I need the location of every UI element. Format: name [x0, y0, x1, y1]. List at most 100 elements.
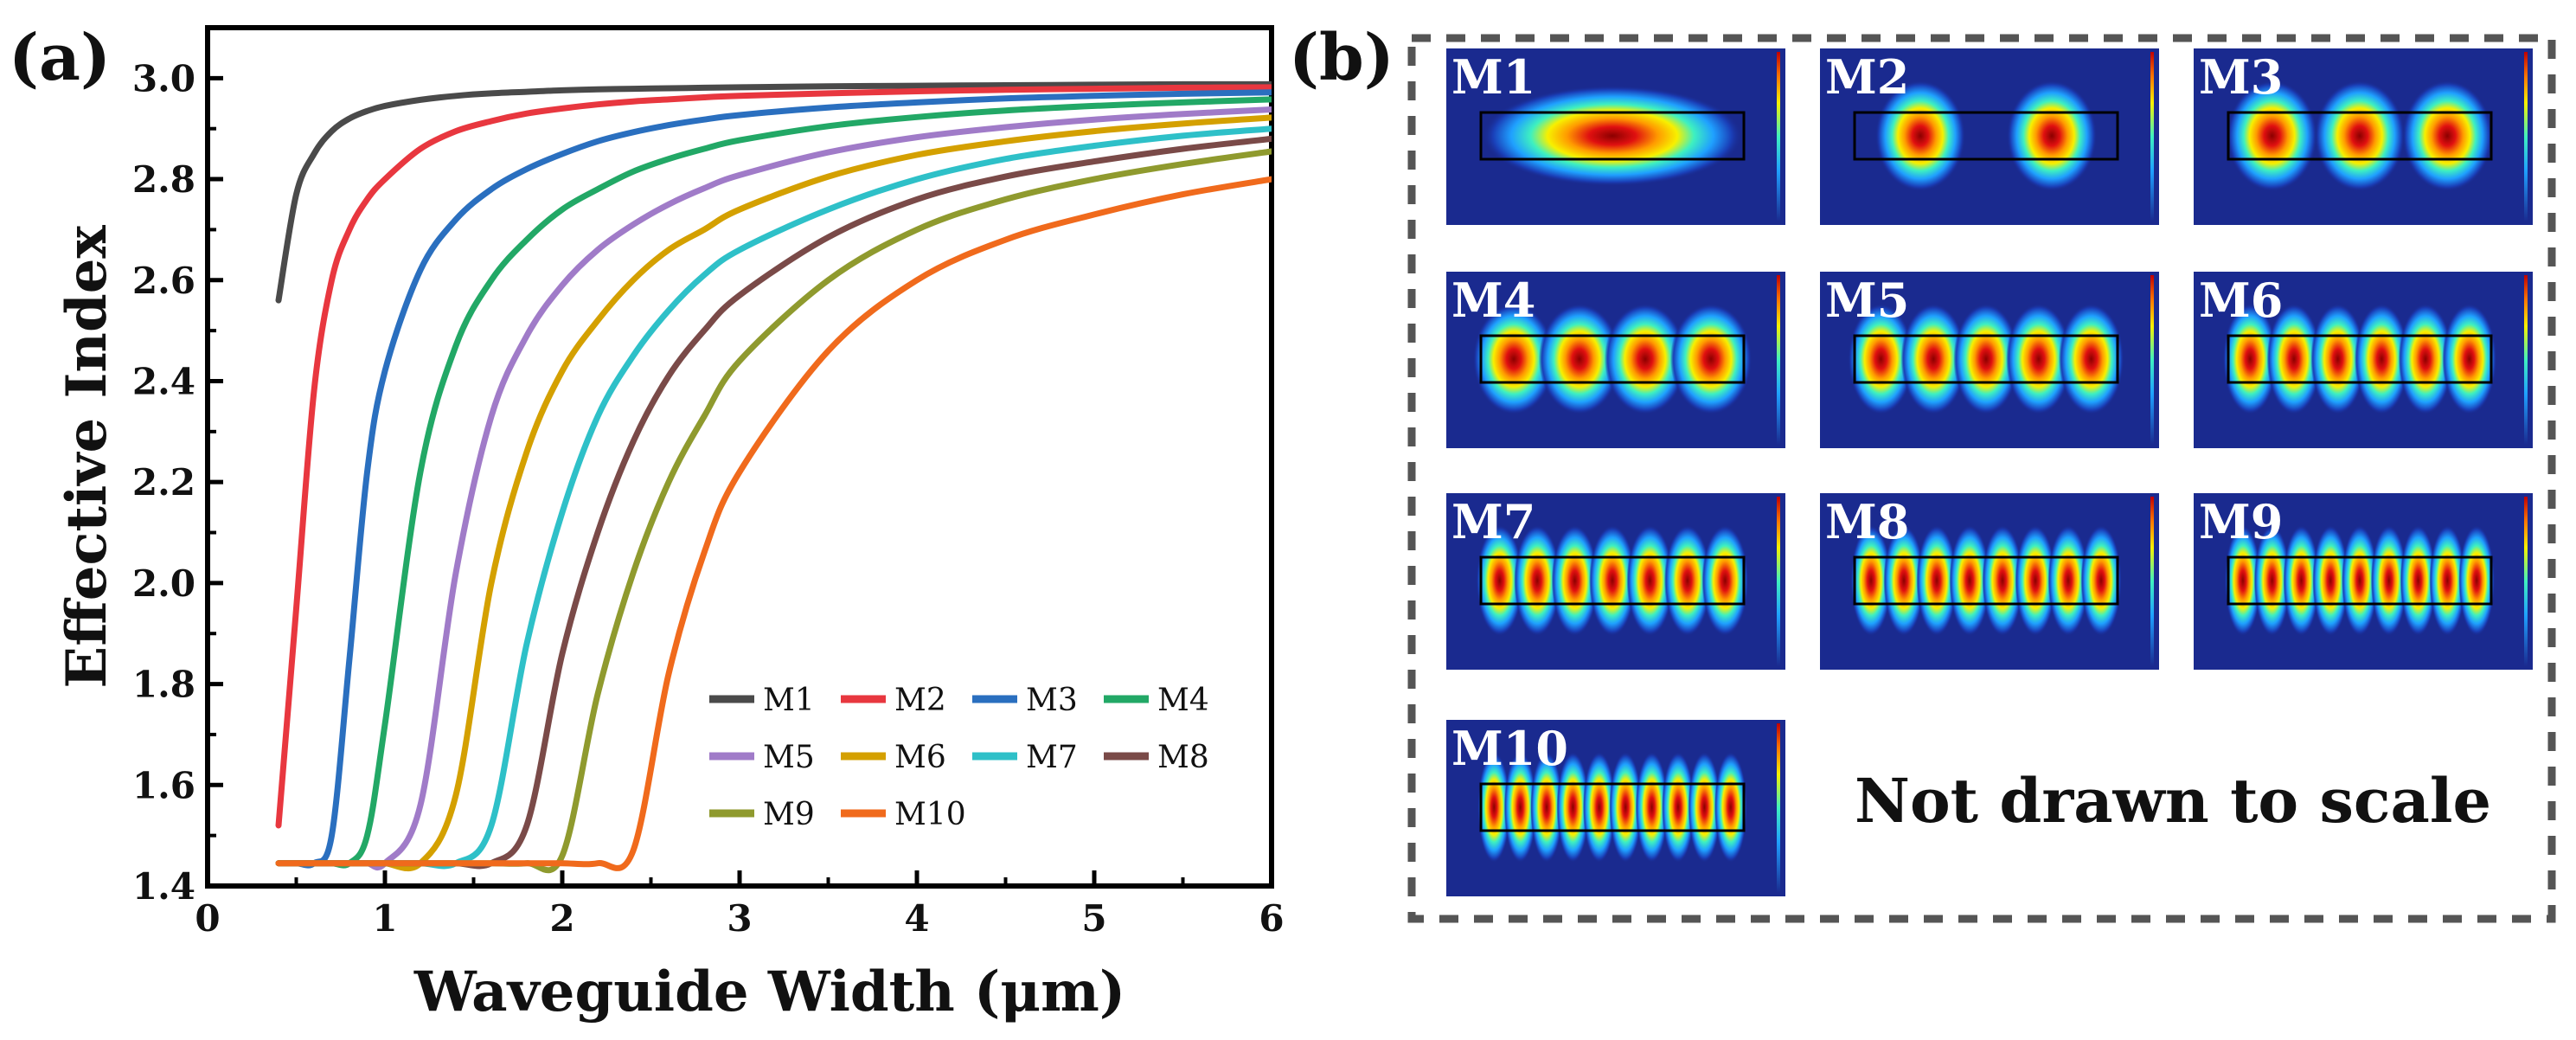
mode-lobe [2370, 525, 2407, 636]
y-tick-label: 1.8 [132, 664, 195, 706]
mode-label: M9 [2199, 494, 2283, 549]
colorbar [2524, 275, 2528, 445]
mode-tile-m3: M3 [2194, 48, 2533, 225]
mode-lobe [2429, 525, 2466, 636]
y-axis-label: Effective Index [54, 225, 119, 689]
waveguide-core [1479, 334, 1746, 384]
mode-label: M8 [1825, 494, 1909, 549]
x-axis-label: Waveguide Width (μm) [413, 960, 1125, 1024]
mode-lobe [1503, 752, 1537, 863]
colorbar [1777, 497, 1780, 666]
colorbar [2150, 52, 2154, 221]
scale-note: Not drawn to scale [1855, 765, 2491, 837]
mode-label: M4 [1451, 273, 1535, 328]
waveguide-core [1479, 555, 1746, 606]
mode-lobe [2224, 525, 2261, 636]
mode-lobe [1875, 80, 1965, 191]
y-tick-label: 1.6 [132, 764, 195, 806]
legend-label-m4: M4 [1157, 683, 1209, 718]
mode-lobe [2253, 525, 2291, 636]
mode-tile-m1: M1 [1446, 48, 1785, 225]
mode-lobe [1701, 525, 1749, 636]
x-tick-label: 6 [1259, 897, 1284, 940]
legend-label-m5: M5 [763, 740, 815, 775]
mode-lobe [2354, 304, 2409, 414]
mode-label: M2 [1825, 49, 1909, 105]
legend-label-m10: M10 [894, 797, 966, 832]
mode-tile-m8: M8 [1820, 493, 2159, 670]
mode-tile-m9: M9 [2194, 493, 2533, 670]
mode-tile-m4: M4 [1446, 272, 1785, 448]
series-line-m1 [275, 80, 1272, 304]
colorbar [2524, 52, 2528, 221]
mode-lobe [1982, 525, 2023, 636]
legend-label-m6: M6 [894, 740, 946, 775]
mode-tile-m10: M10 [1446, 720, 1785, 896]
mode-lobe [1953, 304, 2019, 414]
mode-tile-m7: M7 [1446, 493, 1785, 670]
mode-lobe [1604, 304, 1687, 414]
mode-lobe [1916, 525, 1958, 636]
mode-lobe [2266, 304, 2322, 414]
waveguide-core [1853, 555, 2119, 606]
mode-tile-m5: M5 [1820, 272, 2159, 448]
mode-lobe [1530, 752, 1563, 863]
colorbar [1777, 723, 1780, 893]
y-tick-label: 2.4 [132, 360, 195, 402]
mode-label: M5 [1825, 273, 1909, 328]
mode-profiles: M1 M2 M3 M4 M5 M6 M7 M8 M9 M10 [1446, 48, 2533, 896]
mode-lobe [1483, 86, 1742, 186]
x-tick-label: 3 [727, 897, 752, 940]
panel-a-label: (a) [9, 21, 111, 95]
mode-lobe [1589, 525, 1636, 636]
colorbar [2150, 275, 2154, 445]
mode-tile-m2: M2 [1820, 48, 2159, 225]
x-tick-label: 0 [195, 897, 220, 940]
legend-label-m2: M2 [894, 683, 946, 718]
colorbar [1777, 275, 1780, 445]
mode-lobe [1635, 752, 1669, 863]
mode-lobe [2342, 525, 2378, 636]
x-axis-ticks: 0 1 2 3 4 5 6 [195, 870, 1285, 940]
legend-label-m1: M1 [763, 683, 815, 718]
colorbar [1777, 52, 1780, 221]
legend-label-m9: M9 [763, 797, 815, 832]
mode-lobe [2442, 304, 2497, 414]
mode-lobe [1609, 752, 1643, 863]
mode-lobe [2458, 525, 2496, 636]
mode-lobe [2007, 80, 2097, 191]
mode-lobe [1626, 525, 1674, 636]
mode-lobe [1848, 304, 1914, 414]
mode-lobe [2310, 304, 2366, 414]
curves [275, 80, 1272, 874]
mode-lobe [1883, 525, 1925, 636]
mode-lobe [1663, 525, 1711, 636]
mode-lobe [2222, 304, 2278, 414]
legend-label-m7: M7 [1026, 740, 1078, 775]
series-line-m3 [275, 89, 1272, 869]
mode-lobe [1662, 752, 1695, 863]
waveguide-core [2227, 111, 2493, 161]
mode-lobe [1714, 752, 1747, 863]
waveguide-core [1479, 782, 1746, 832]
mode-label: M10 [1451, 721, 1568, 776]
mode-lobe [2058, 304, 2124, 414]
mode-lobe [1514, 525, 1561, 636]
series-line-m4 [275, 96, 1272, 869]
mode-lobe [1582, 752, 1616, 863]
x-tick-label: 2 [549, 897, 574, 940]
mode-lobe [1477, 752, 1511, 863]
mode-lobe [2400, 525, 2437, 636]
mode-lobe [2015, 525, 2056, 636]
mode-lobe [1669, 304, 1753, 414]
mode-lobe [1949, 525, 1990, 636]
legend-label-m8: M8 [1157, 740, 1209, 775]
mode-lobe [2283, 525, 2320, 636]
dashed-border [1407, 34, 2556, 923]
y-tick-label: 2.2 [132, 461, 195, 504]
mode-lobe [2402, 80, 2493, 191]
waveguide-core [2227, 555, 2493, 606]
mode-tile-m6: M6 [2194, 272, 2533, 448]
mode-lobe [2398, 304, 2453, 414]
